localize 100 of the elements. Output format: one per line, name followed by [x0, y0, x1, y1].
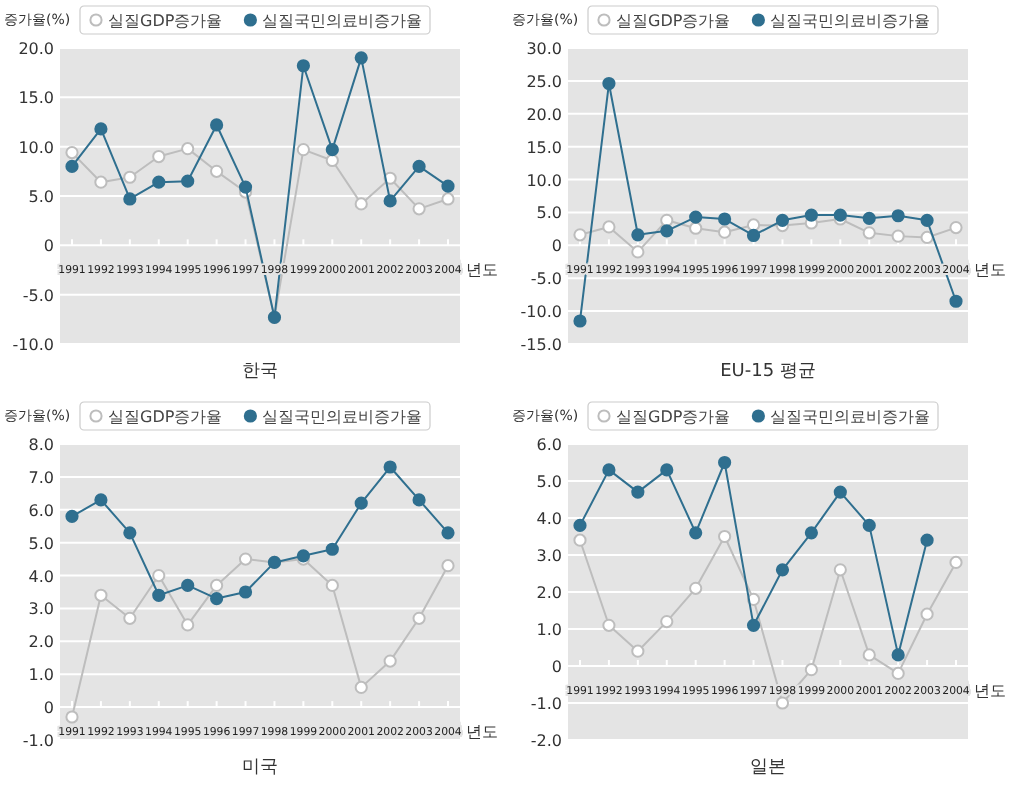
point: [573, 314, 587, 328]
point: [660, 463, 674, 477]
point: [181, 174, 195, 188]
legend-label: 실질국민의료비증가율: [262, 12, 423, 30]
point: [94, 122, 108, 136]
legend-label: 실질국민의료비증가율: [770, 408, 931, 426]
point: [920, 533, 934, 547]
legend-label: 실질GDP증가율: [616, 408, 731, 426]
point: [412, 202, 426, 216]
y-tick-label: 15.0: [18, 89, 54, 108]
y-tick-label: 20.0: [526, 105, 562, 124]
y-tick-label: 2.0: [28, 633, 54, 652]
point: [296, 59, 310, 73]
point: [949, 294, 963, 308]
point: [152, 149, 166, 164]
point: [689, 210, 703, 224]
y-tick-label: 1.0: [536, 621, 562, 639]
point: [746, 228, 761, 243]
point: [152, 175, 166, 189]
y-tick-label: 10.0: [18, 138, 54, 157]
point: [325, 153, 339, 168]
y-tick-label: 10.0: [526, 171, 562, 190]
y-tick-label: 3.0: [536, 547, 562, 565]
point: [746, 218, 761, 232]
point: [804, 526, 818, 540]
text: 미국: [242, 758, 278, 778]
y-tick-label: 3.0: [28, 600, 54, 619]
point: [123, 526, 137, 540]
point: [891, 229, 905, 243]
point: [689, 526, 703, 540]
point: [238, 180, 253, 194]
point: [412, 611, 426, 625]
point: [920, 213, 934, 227]
y-tick-label: -10.0: [12, 336, 54, 354]
point: [602, 76, 616, 91]
point: [833, 485, 847, 499]
x-axis-title: 년도: [974, 261, 1006, 280]
point: [210, 578, 224, 593]
point: [65, 145, 79, 160]
point: [862, 211, 876, 225]
point: [65, 509, 79, 523]
y-tick-label: 1.0: [28, 666, 54, 685]
point: [631, 245, 645, 259]
point: [441, 192, 455, 206]
point: [94, 175, 108, 189]
point: [718, 225, 732, 239]
point: [94, 493, 108, 507]
y-tick-label: -1.0: [530, 695, 562, 713]
point: [631, 485, 645, 499]
point: [891, 209, 905, 223]
y-tick-label: 8.0: [28, 436, 54, 454]
text: 일본: [750, 758, 786, 778]
point: [775, 213, 790, 227]
y-tick-label: 4.0: [28, 567, 54, 586]
y-tick-label: 0: [43, 699, 54, 718]
point: [65, 710, 79, 724]
point: [804, 208, 818, 222]
point: [775, 696, 790, 710]
y-tick-label: 6.0: [28, 501, 54, 520]
point: [238, 552, 253, 566]
y-tick-label: -5.0: [22, 286, 54, 305]
point: [920, 607, 934, 621]
point: [354, 197, 368, 211]
point: [354, 51, 368, 65]
y-tick-label: 0: [43, 237, 54, 256]
point: [573, 518, 587, 532]
point: [325, 578, 339, 593]
point: [210, 118, 224, 132]
y-tick-label: 5.0: [28, 534, 54, 553]
point: [94, 588, 108, 602]
point: [383, 654, 397, 668]
point: [804, 663, 818, 677]
point: [412, 159, 426, 173]
point: [602, 220, 616, 234]
point: [123, 170, 137, 184]
y-tick-label: -2.0: [530, 732, 562, 750]
point: [441, 526, 455, 540]
legend-label: 실질GDP증가율: [108, 12, 223, 30]
point: [152, 588, 166, 602]
text: 한국: [242, 362, 278, 382]
point: [383, 194, 397, 208]
point: [660, 615, 674, 629]
point: [602, 463, 616, 477]
y-tick-label: 25.0: [526, 72, 562, 91]
y-tick-label: -1.0: [22, 732, 54, 750]
point: [354, 496, 368, 510]
y-tick-label: 2.0: [536, 584, 562, 602]
point: [689, 221, 703, 235]
y-tick-label: 20.0: [18, 40, 54, 58]
point: [631, 228, 645, 242]
point: [833, 563, 847, 577]
point: [238, 585, 253, 599]
point: [441, 179, 455, 193]
point: [181, 142, 195, 156]
point: [412, 493, 426, 507]
point: [689, 581, 703, 595]
x-axis-title: 년도: [466, 261, 498, 280]
point: [660, 224, 674, 238]
legend-label: 실질국민의료비증가율: [770, 12, 931, 30]
y-tick-label: 15.0: [526, 138, 562, 157]
